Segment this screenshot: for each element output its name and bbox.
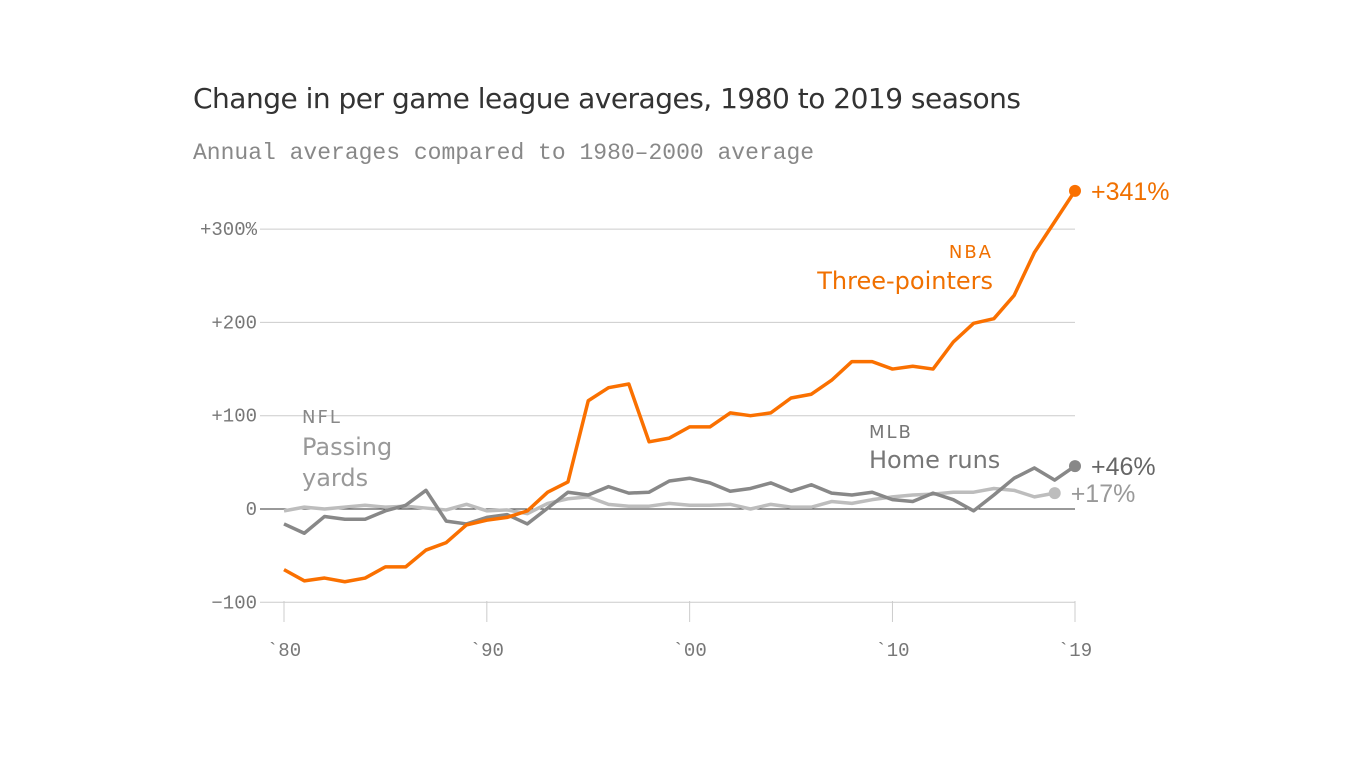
mlb-end-label: +46% (1091, 453, 1156, 481)
y-tick-label: +300% (200, 219, 258, 241)
y-tick-label: −100 (211, 592, 257, 614)
mlb-league-label: MLB (869, 422, 913, 443)
y-tick-label: +100 (211, 406, 257, 428)
chart-title: Change in per game league averages, 1980… (193, 82, 1021, 115)
nfl-end-dot (1048, 487, 1061, 500)
mlb-line (283, 464, 1076, 536)
nba-line (283, 189, 1077, 584)
x-tick-label: `80 (267, 640, 301, 662)
x-tick-label: `00 (673, 640, 707, 662)
nba-series-label: Three-pointers (816, 267, 993, 295)
x-tick-label: `19 (1058, 640, 1092, 662)
mlb-end-dot (1069, 460, 1081, 473)
nba-end-dot (1069, 184, 1081, 197)
x-tick-label: `10 (875, 640, 909, 662)
chart-subtitle: Annual averages compared to 1980–2000 av… (193, 140, 815, 166)
nfl-label-backdrop (296, 434, 406, 494)
nfl-end-label: +17% (1071, 480, 1136, 508)
y-tick-label: 0 (246, 499, 257, 521)
x-tick-label: `90 (470, 640, 504, 662)
nfl-series-label-line2: yards (302, 464, 368, 492)
nfl-league-label: NFL (302, 407, 342, 428)
nfl-series-label-line1: Passing (302, 433, 392, 461)
mlb-series-label: Home runs (869, 446, 1000, 474)
nba-end-label: +341% (1091, 178, 1170, 206)
y-tick-label: +200 (211, 312, 257, 334)
nba-league-label: NBA (949, 242, 993, 263)
